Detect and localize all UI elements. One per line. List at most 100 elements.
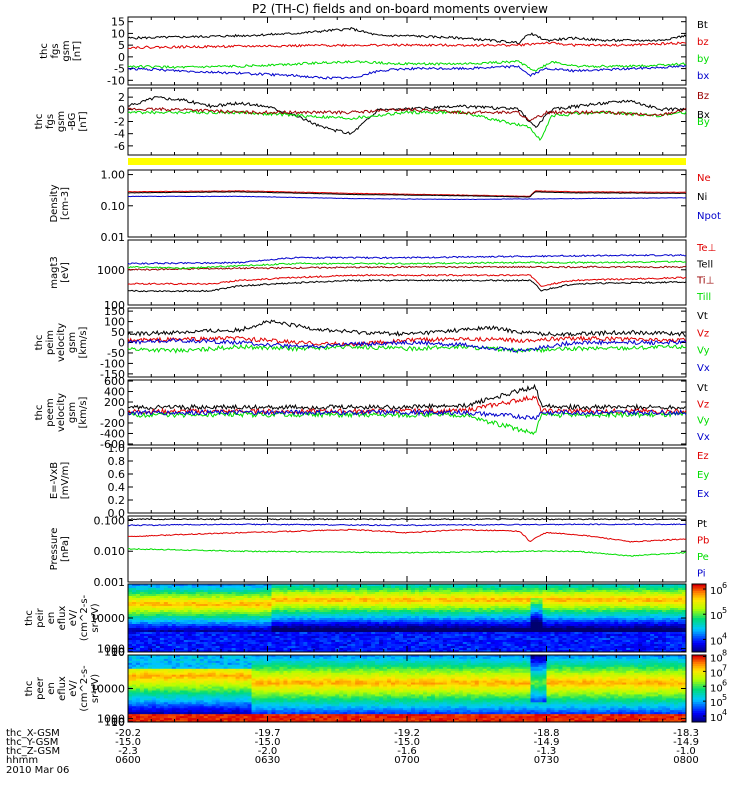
heatmap-cell bbox=[227, 612, 233, 615]
heatmap-cell bbox=[490, 616, 496, 619]
series-line-Vx bbox=[127, 408, 687, 421]
heatmap-cell bbox=[530, 634, 535, 637]
heatmap-cell bbox=[215, 596, 221, 599]
heatmap-cell bbox=[506, 586, 512, 589]
heatmap-cell bbox=[550, 610, 555, 613]
legend-entry: Tell bbox=[696, 259, 713, 270]
heatmap-cell bbox=[259, 644, 264, 647]
heatmap-cell bbox=[259, 594, 264, 597]
heatmap-cell bbox=[622, 598, 627, 601]
heatmap-cell bbox=[359, 620, 364, 623]
heatmap-cell bbox=[335, 614, 340, 617]
heatmap-cell bbox=[438, 634, 444, 637]
heatmap-cell bbox=[634, 616, 639, 619]
heatmap-cell bbox=[151, 648, 157, 651]
heatmap-cell bbox=[359, 650, 364, 653]
heatmap-cell bbox=[299, 620, 304, 623]
heatmap-cell bbox=[379, 600, 384, 603]
heatmap-cell bbox=[303, 632, 308, 635]
heatmap-cell bbox=[251, 612, 256, 615]
y-axis-label: velocity bbox=[56, 323, 67, 362]
heatmap-cell bbox=[618, 602, 623, 605]
heatmap-cell bbox=[143, 608, 149, 611]
heatmap-cell bbox=[275, 632, 280, 635]
heatmap-cell bbox=[195, 608, 201, 611]
heatmap-cell bbox=[227, 596, 233, 599]
heatmap-cell bbox=[610, 596, 615, 599]
heatmap-cell bbox=[538, 650, 543, 653]
heatmap-cell bbox=[375, 648, 380, 651]
heatmap-cell bbox=[638, 592, 643, 595]
heatmap-cell bbox=[371, 606, 376, 609]
heatmap-cell bbox=[470, 614, 476, 617]
heatmap-cell bbox=[626, 610, 631, 613]
heatmap-cell bbox=[347, 602, 352, 605]
heatmap-cell bbox=[606, 618, 611, 621]
heatmap-cell bbox=[470, 622, 476, 625]
heatmap-cell bbox=[606, 594, 611, 597]
heatmap-cell bbox=[502, 590, 508, 593]
heatmap-cell bbox=[506, 644, 512, 647]
heatmap-cell bbox=[283, 610, 288, 613]
heatmap-cell bbox=[418, 630, 424, 633]
heatmap-cell bbox=[195, 618, 201, 621]
heatmap-cell bbox=[570, 636, 575, 639]
heatmap-cell bbox=[247, 618, 252, 621]
heatmap-cell bbox=[558, 646, 563, 649]
heatmap-cell bbox=[407, 634, 412, 637]
heatmap-cell bbox=[403, 592, 408, 595]
heatmap-cell bbox=[355, 590, 360, 593]
y-axis-label: magt3 bbox=[49, 256, 60, 289]
heatmap-cell bbox=[255, 636, 260, 639]
heatmap-cell bbox=[339, 604, 344, 607]
heatmap-cell bbox=[518, 622, 523, 625]
heatmap-cell bbox=[395, 636, 400, 639]
heatmap-cell bbox=[522, 594, 527, 597]
heatmap-cell bbox=[602, 612, 607, 615]
heatmap-cell bbox=[506, 606, 512, 609]
heatmap-cell bbox=[399, 640, 404, 643]
heatmap-cell bbox=[454, 596, 460, 599]
heatmap-cell bbox=[151, 650, 157, 653]
heatmap-cell bbox=[574, 604, 579, 607]
heatmap-cell bbox=[442, 616, 448, 619]
heatmap-cell bbox=[498, 594, 504, 597]
heatmap-cell bbox=[458, 600, 464, 603]
heatmap-cell bbox=[502, 588, 508, 591]
heatmap-cell bbox=[506, 650, 512, 653]
heatmap-cell bbox=[375, 618, 380, 621]
heatmap-cell bbox=[383, 610, 388, 613]
legend-entry: Ex bbox=[697, 489, 709, 500]
heatmap-cell bbox=[554, 606, 559, 609]
heatmap-cell bbox=[399, 596, 404, 599]
heatmap-cell bbox=[131, 636, 137, 639]
heatmap-cell bbox=[442, 626, 448, 629]
heatmap-cell bbox=[614, 592, 619, 595]
heatmap-cell bbox=[207, 602, 213, 605]
heatmap-cell bbox=[179, 618, 185, 621]
heatmap-cell bbox=[602, 608, 607, 611]
heatmap-cell bbox=[399, 628, 404, 631]
heatmap-cell bbox=[371, 648, 376, 651]
heatmap-cell bbox=[622, 614, 627, 617]
heatmap-cell bbox=[251, 628, 256, 631]
heatmap-cell bbox=[131, 586, 137, 589]
heatmap-cell bbox=[135, 596, 141, 599]
heatmap-cell bbox=[562, 618, 567, 621]
heatmap-cell bbox=[502, 600, 508, 603]
heatmap-cell bbox=[542, 650, 547, 653]
heatmap-cell bbox=[550, 650, 555, 653]
heatmap-cell bbox=[379, 616, 384, 619]
heatmap-cell bbox=[470, 642, 476, 645]
heatmap-cell bbox=[247, 622, 252, 625]
heatmap-cell bbox=[446, 644, 452, 647]
heatmap-cell bbox=[526, 618, 531, 621]
heatmap-cell bbox=[287, 628, 292, 631]
heatmap-cell bbox=[450, 628, 456, 631]
heatmap-cell bbox=[542, 614, 547, 617]
heatmap-cell bbox=[147, 632, 153, 635]
heatmap-cell bbox=[267, 590, 272, 593]
heatmap-cell bbox=[147, 598, 153, 601]
heatmap-cell bbox=[558, 638, 563, 641]
heatmap-cell bbox=[530, 618, 535, 621]
